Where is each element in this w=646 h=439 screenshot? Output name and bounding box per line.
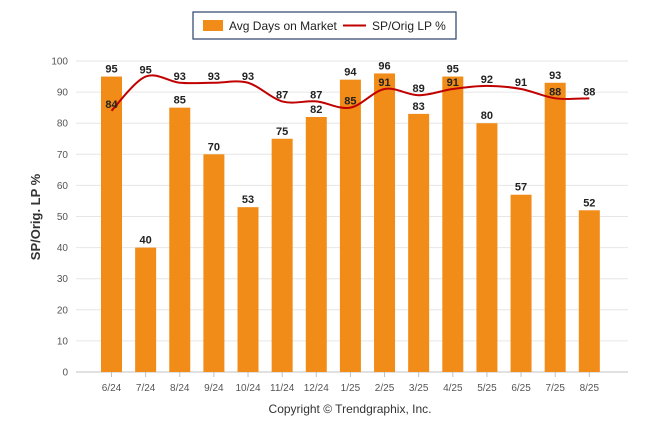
x-tick-label: 5/25: [477, 383, 497, 394]
bar-series: [101, 73, 600, 373]
x-tick-label: 3/25: [409, 383, 429, 394]
bar[interactable]: [339, 79, 361, 372]
bar-value-label: 40: [140, 235, 152, 247]
legend-swatch-bar: [203, 20, 223, 31]
line-value-label: 88: [583, 86, 595, 98]
line-value-label: 93: [242, 71, 254, 83]
x-tick-label: 11/24: [270, 383, 295, 394]
copyright-text: Copyright © Trendgraphix, Inc.: [269, 402, 432, 416]
bar-value-label: 70: [208, 141, 220, 153]
bar-value-label: 93: [549, 70, 561, 82]
bar[interactable]: [476, 123, 498, 372]
line-value-label: 93: [174, 71, 186, 83]
y-tick-label: 90: [57, 88, 69, 99]
x-tick-label: 7/24: [136, 383, 156, 394]
x-tick-label: 6/24: [102, 383, 122, 394]
bar[interactable]: [271, 138, 293, 372]
x-tick-label: 10/24: [236, 383, 261, 394]
line-path[interactable]: [110, 74, 590, 112]
line-value-label: 84: [105, 99, 118, 111]
bar-value-label: 52: [583, 197, 595, 209]
y-tick-label: 70: [57, 150, 69, 161]
y-tick-label: 50: [57, 212, 69, 223]
line-value-label: 91: [378, 77, 390, 89]
bar-value-label: 95: [447, 64, 459, 76]
bar-value-label: 85: [174, 95, 186, 107]
bar[interactable]: [510, 194, 532, 372]
y-tick-label: 30: [57, 274, 69, 285]
bar[interactable]: [544, 82, 566, 373]
line-value-label: 92: [481, 74, 493, 86]
bar-value-label: 75: [276, 126, 288, 138]
bar[interactable]: [203, 154, 225, 372]
y-tick-label: 80: [57, 119, 69, 130]
line-value-label: 91: [447, 77, 459, 89]
y-tick-label: 40: [57, 243, 69, 254]
bar-value-label: 80: [481, 110, 493, 122]
bar[interactable]: [305, 116, 327, 372]
y-tick-label: 0: [62, 368, 68, 379]
x-axis: 6/24 7/24 8/24 9/24 10/24 11/24 12/24 1/25 2/25 3…: [102, 372, 600, 394]
y-tick-label: 60: [57, 181, 69, 192]
bar-value-label: 96: [378, 60, 390, 72]
line-value-label: 87: [276, 89, 288, 101]
bar[interactable]: [374, 73, 396, 372]
x-tick-label: 7/25: [545, 383, 565, 394]
bar[interactable]: [135, 247, 157, 372]
bar[interactable]: [237, 207, 259, 372]
legend-box: [192, 11, 457, 40]
bar-value-label: 82: [310, 104, 322, 116]
legend-label-bar: Avg Days on Market: [229, 19, 337, 33]
x-tick-label: 2/25: [375, 383, 395, 394]
line-value-label: 93: [208, 71, 220, 83]
bar-value-label: 95: [105, 64, 117, 76]
line-value-label: 88: [549, 86, 561, 98]
legend-label-line: SP/Orig LP %: [372, 19, 446, 33]
x-tick-label: 6/25: [511, 383, 531, 394]
bar[interactable]: [101, 76, 122, 373]
x-tick-label: 8/25: [580, 383, 600, 394]
bar[interactable]: [408, 113, 430, 373]
line-value-label: 91: [515, 77, 527, 89]
y-tick-label: 100: [51, 57, 68, 68]
bar-value-label: 53: [242, 194, 254, 206]
x-tick-label: 8/24: [170, 383, 190, 394]
line-value-label: 89: [413, 83, 425, 95]
line-series: [110, 74, 590, 112]
legend[interactable]: Avg Days on Market SP/Orig LP %: [192, 11, 457, 40]
y-tick-label: 10: [57, 336, 69, 347]
y-tick-label: 20: [57, 305, 69, 316]
bar-value-label: 83: [413, 101, 425, 113]
bar-value-label: 57: [515, 182, 527, 194]
data-labels: 95 40 85 70 53 75 82 94 96 83 95 80 57 93 52 84 95 93 93 93…: [105, 60, 595, 246]
y-axis-title: SP/Orig. LP %: [28, 173, 43, 260]
line-value-label: 87: [310, 89, 322, 101]
bar[interactable]: [442, 76, 464, 373]
bar-value-label: 94: [344, 67, 357, 79]
x-tick-label: 4/25: [443, 383, 463, 394]
bar[interactable]: [578, 210, 600, 372]
x-tick-label: 12/24: [304, 383, 329, 394]
y-axis: 0 10 20 30 40 50 60 70 80 90 100: [51, 57, 68, 379]
line-value-label: 95: [140, 65, 152, 77]
bar[interactable]: [169, 107, 191, 373]
line-value-label: 85: [344, 96, 356, 108]
x-tick-label: 1/25: [341, 383, 361, 394]
x-tick-label: 9/24: [204, 383, 224, 394]
